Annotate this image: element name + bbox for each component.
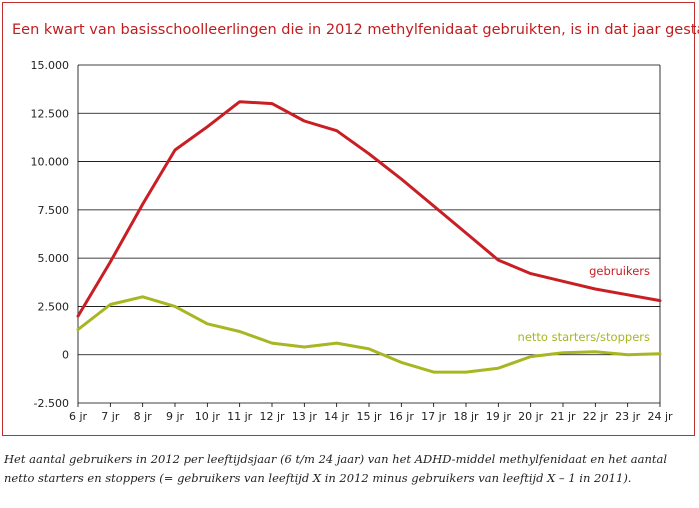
y-tick-label: 12.500 (31, 107, 70, 120)
y-tick-label: 0 (62, 349, 69, 362)
y-tick-label: 5.000 (38, 252, 70, 265)
x-tick-label: 23 jr (615, 410, 641, 423)
x-tick-label: 24 jr (647, 410, 673, 423)
x-tick-label: 10 jr (195, 410, 221, 423)
x-tick-label: 13 jr (292, 410, 318, 423)
chart-caption: Het aantal gebruikers in 2012 per leefti… (4, 450, 694, 488)
x-tick-label: 12 jr (259, 410, 285, 423)
x-tick-label: 18 jr (453, 410, 479, 423)
y-axis-ticks: -2.500 0 2.500 5.000 7.500 10.000 12.500 15.000 (31, 59, 70, 410)
y-tick-label: -2.500 (34, 397, 69, 410)
chart-title: Een kwart van basisschoolleerlingen die … (12, 22, 699, 38)
x-tick-label: 17 jr (421, 410, 447, 423)
chart-frame (2, 2, 695, 436)
x-tick-label: 9 jr (166, 410, 185, 423)
series-labels: gebruikers netto starters/stoppers (518, 264, 650, 344)
x-axis-ticks: 6 jr 7 jr 8 jr 9 jr 10 jr 11 jr 12 jr 13 jr 14 j… (69, 403, 673, 423)
y-tick-label: 10.000 (31, 156, 70, 169)
x-tick-label: 15 jr (356, 410, 382, 423)
y-tick-label: 2.500 (38, 300, 70, 313)
x-tick-label: 6 jr (69, 410, 88, 423)
gridlines (77, 64, 661, 404)
x-tick-label: 11 jr (227, 410, 253, 423)
line-chart: -2.500 0 2.500 5.000 7.500 10.000 12.500 15.000… (31, 59, 674, 423)
series-label-0: gebruikers (589, 264, 650, 278)
y-tick-label: 15.000 (31, 59, 70, 72)
series-label-1: netto starters/stoppers (518, 330, 650, 344)
x-tick-label: 20 jr (518, 410, 544, 423)
x-tick-label: 21 jr (550, 410, 576, 423)
x-tick-label: 14 jr (324, 410, 350, 423)
x-tick-label: 19 jr (486, 410, 512, 423)
x-tick-label: 16 jr (389, 410, 415, 423)
caption-line-1: Het aantal gebruikers in 2012 per leefti… (4, 452, 668, 466)
series-line-1 (76, 295, 662, 374)
series-lines (76, 100, 662, 374)
caption-line-2: netto starters en stoppers (= gebruikers… (4, 471, 632, 485)
y-tick-label: 7.500 (38, 204, 70, 217)
x-tick-label: 22 jr (583, 410, 609, 423)
x-tick-label: 8 jr (134, 410, 153, 423)
x-tick-label: 7 jr (101, 410, 120, 423)
series-line-0 (76, 100, 662, 318)
